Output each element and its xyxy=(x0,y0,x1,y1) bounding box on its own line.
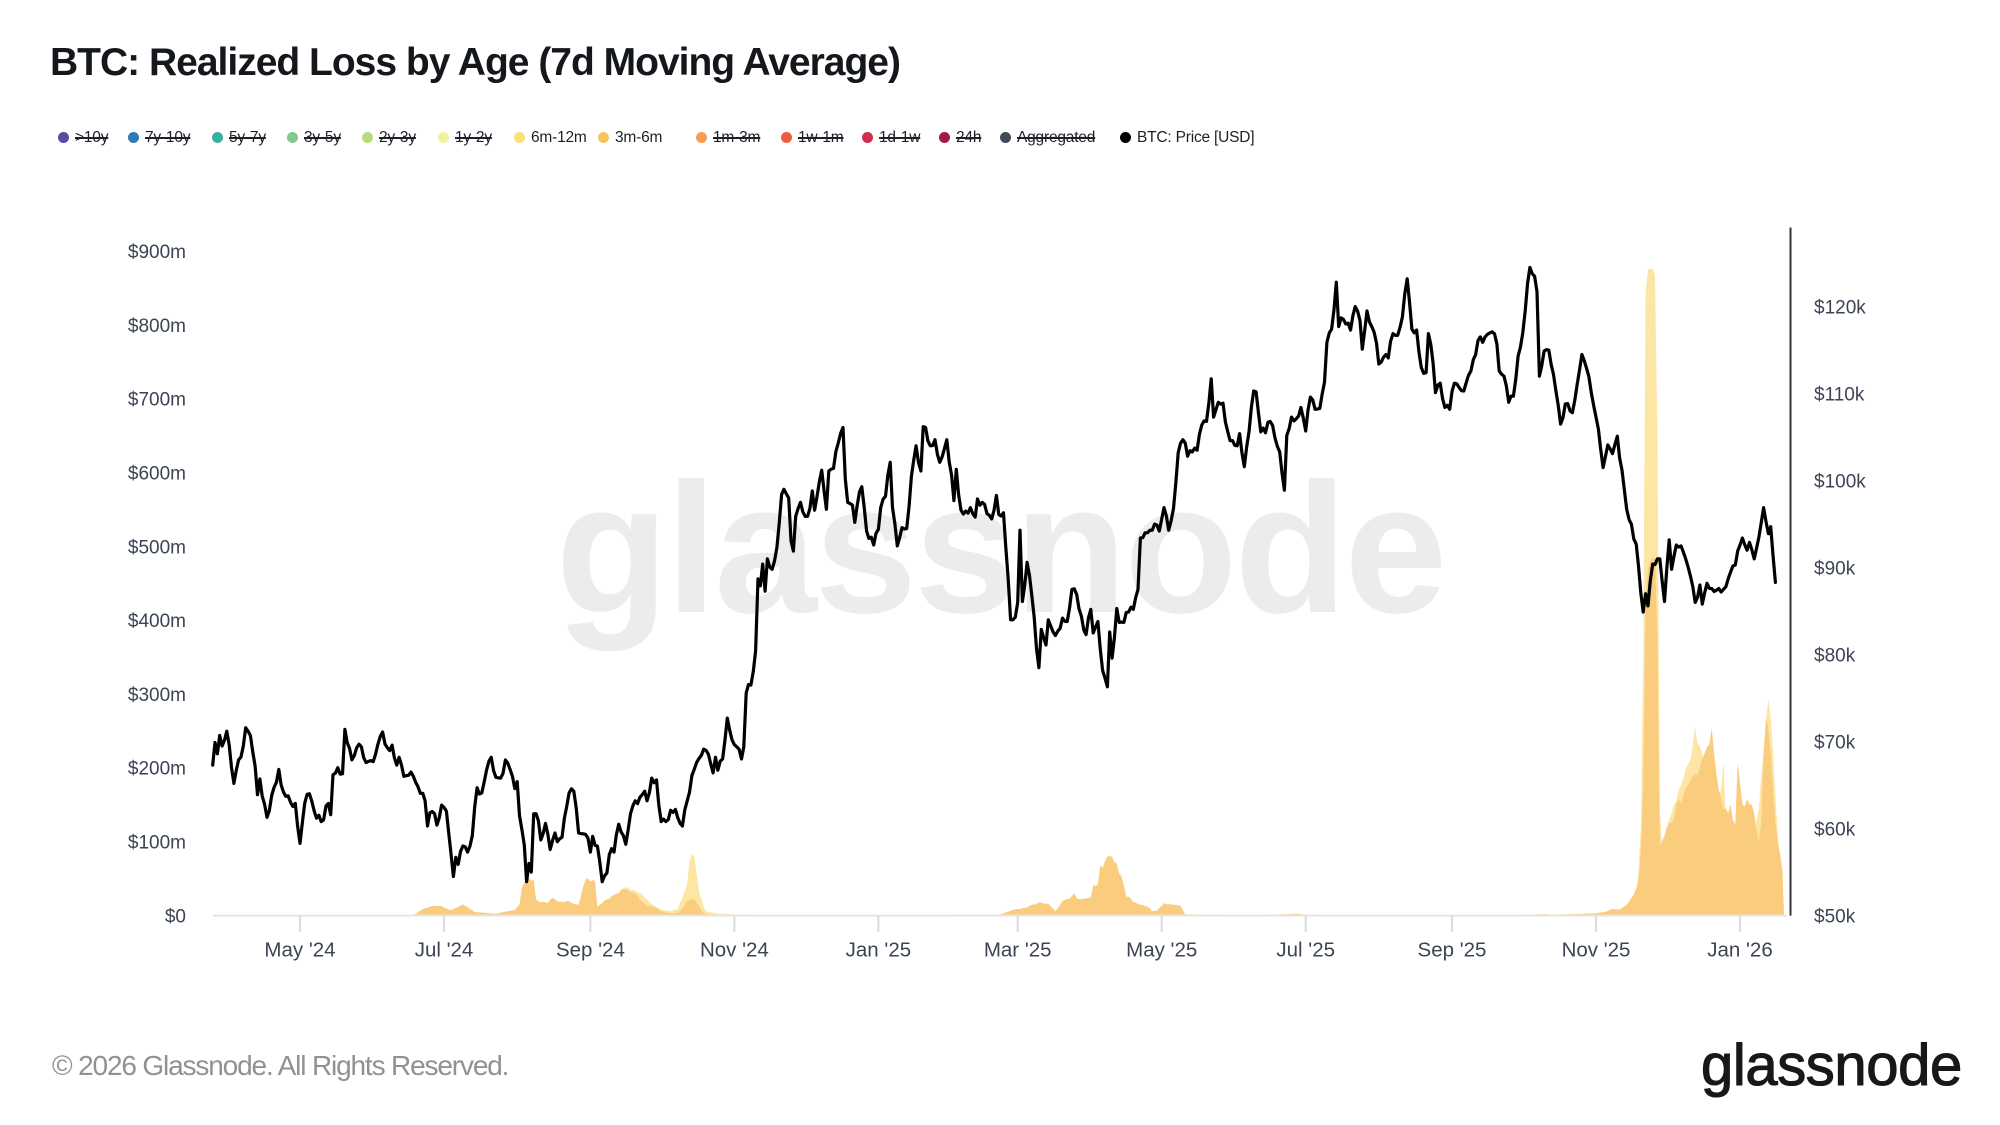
svg-text:Mar '25: Mar '25 xyxy=(984,939,1052,962)
svg-text:Sep '24: Sep '24 xyxy=(556,939,625,962)
svg-text:$600m: $600m xyxy=(128,464,186,485)
svg-text:$80k: $80k xyxy=(1814,645,1856,666)
svg-text:Sep '25: Sep '25 xyxy=(1418,939,1487,962)
svg-text:$70k: $70k xyxy=(1814,732,1856,753)
svg-text:$700m: $700m xyxy=(128,390,186,411)
svg-text:$100m: $100m xyxy=(128,833,186,854)
svg-text:Nov '25: Nov '25 xyxy=(1562,939,1631,962)
svg-text:$90k: $90k xyxy=(1814,558,1856,579)
svg-text:May '25: May '25 xyxy=(1126,939,1197,962)
svg-text:$0: $0 xyxy=(165,906,186,927)
svg-text:glassnode: glassnode xyxy=(556,446,1445,652)
svg-text:$100k: $100k xyxy=(1814,471,1866,492)
svg-text:Nov '24: Nov '24 xyxy=(700,939,769,962)
svg-text:$900m: $900m xyxy=(128,242,186,263)
svg-text:$800m: $800m xyxy=(128,316,186,337)
svg-text:$300m: $300m xyxy=(128,685,186,706)
svg-text:May '24: May '24 xyxy=(264,939,335,962)
svg-text:$500m: $500m xyxy=(128,537,186,558)
svg-text:$400m: $400m xyxy=(128,611,186,632)
svg-text:Jan '25: Jan '25 xyxy=(846,939,911,962)
svg-text:$50k: $50k xyxy=(1814,906,1856,927)
svg-text:$120k: $120k xyxy=(1814,297,1866,318)
svg-text:Jul '25: Jul '25 xyxy=(1276,939,1335,962)
svg-text:Jan '26: Jan '26 xyxy=(1707,939,1772,962)
svg-text:$200m: $200m xyxy=(128,759,186,780)
svg-text:$110k: $110k xyxy=(1814,384,1865,405)
svg-text:$60k: $60k xyxy=(1814,819,1856,840)
svg-text:Jul '24: Jul '24 xyxy=(415,939,474,962)
